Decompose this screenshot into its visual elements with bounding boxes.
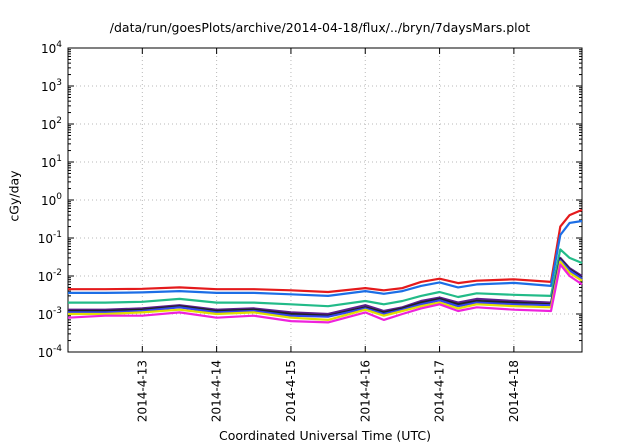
chart-title: /data/run/goesPlots/archive/2014-04-18/f… [109,20,531,35]
x-tick-label: 2014-4-18 [507,360,521,422]
y-tick-label: 10-3 [38,306,62,322]
y-tick-label: 104 [41,40,62,56]
y-tick-label: 103 [41,78,62,94]
x-tick-label: 2014-4-13 [135,360,149,422]
y-tick-label: 101 [41,154,62,170]
x-axis-label: Coordinated Universal Time (UTC) [219,428,431,443]
series-line-2 [68,219,583,297]
y-tick-label: 100 [41,192,62,208]
x-tick-label: 2014-4-16 [358,360,372,422]
y-axis-label: cGy/day [6,170,22,222]
y-tick-label: 10-2 [38,268,62,284]
series-line-1 [68,208,583,294]
x-tick-label: 2014-4-14 [210,360,224,422]
series-line-7 [68,260,583,321]
x-tick-label: 2014-4-15 [284,360,298,422]
series-line-3 [68,248,583,308]
y-tick-label: 102 [41,116,62,132]
y-tick-label: 10-1 [38,230,62,246]
series-line-6 [68,259,583,318]
series-line-8 [67,263,583,324]
y-tick-label: 10-4 [38,344,63,360]
x-tick-label: 2014-4-17 [433,360,447,422]
